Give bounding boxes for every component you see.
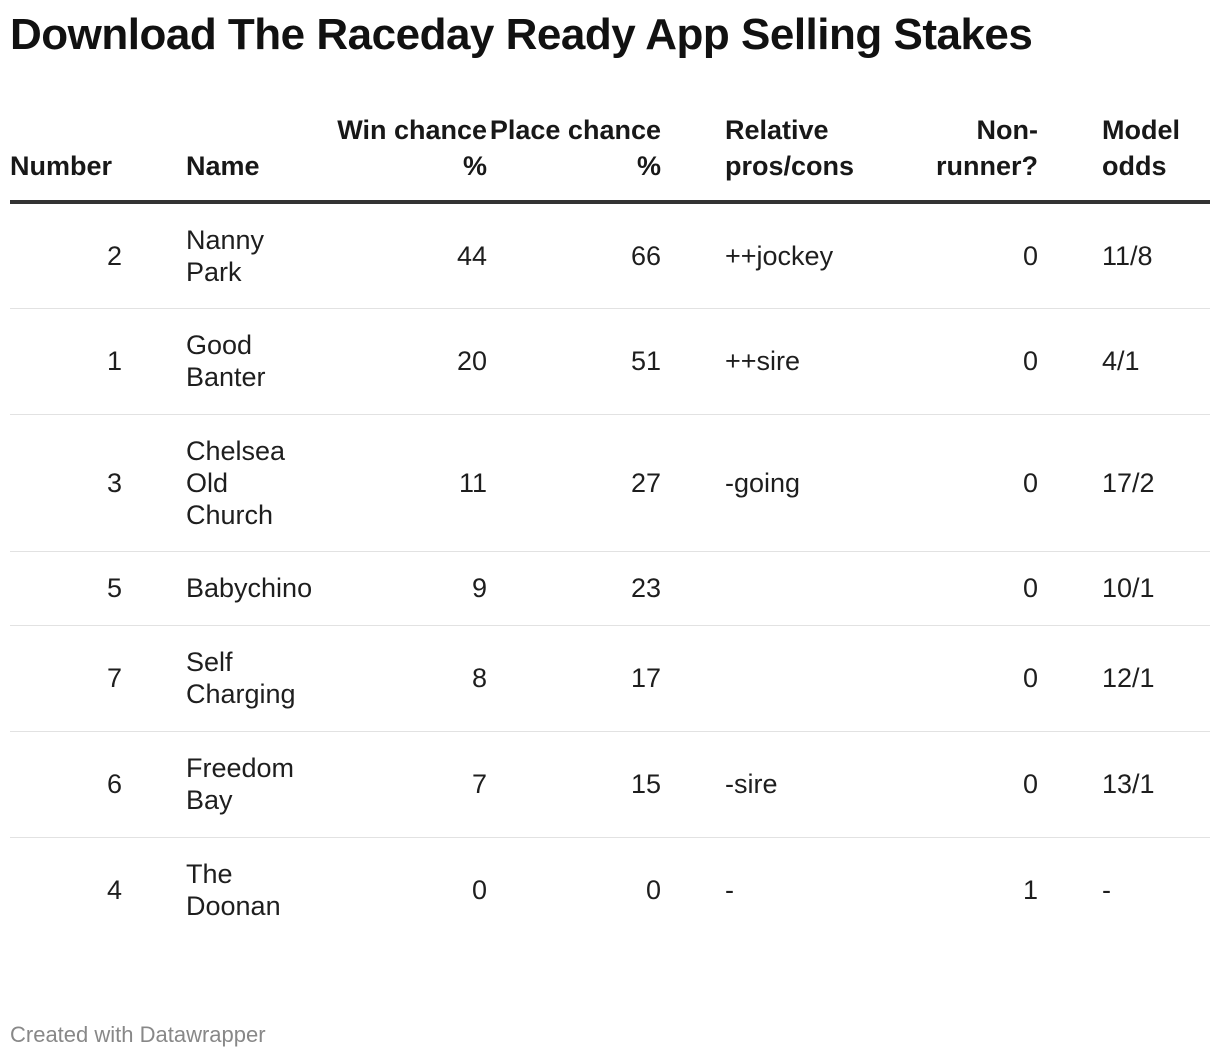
cell-spacer [661, 308, 725, 415]
cell-spacer [122, 731, 186, 838]
header-row: Number Name Win chance % Place chance % … [10, 112, 1210, 204]
cell-pros-cons: ++jockey [725, 202, 925, 309]
cell-pros-cons: ++sire [725, 308, 925, 415]
cell-model-odds: 13/1 [1102, 731, 1210, 838]
cell-number: 6 [10, 731, 122, 838]
cell-spacer [122, 308, 186, 415]
cell-number: 1 [10, 308, 122, 415]
cell-win-chance: 7 [321, 731, 487, 838]
cell-non-runner: 0 [925, 625, 1038, 732]
chart-title: Download The Raceday Ready App Selling S… [10, 10, 1033, 59]
cell-number: 4 [106, 875, 122, 906]
cell-non-runner: 0 [925, 202, 1038, 309]
cell-name: Good Banter [186, 308, 321, 415]
cell-spacer [122, 837, 186, 943]
cell-place-chance: 0 [645, 875, 661, 906]
cell-win-chance: 9 [321, 551, 487, 626]
cell-number: 2 [10, 202, 122, 309]
attribution: Created with Datawrapper [10, 1022, 266, 1047]
cell-name: Freedom Bay [186, 731, 321, 838]
cell-spacer [122, 551, 186, 626]
cell-spacer [661, 551, 725, 626]
column-header-name[interactable]: Name [186, 112, 321, 204]
cell-name: Nanny Park [186, 202, 321, 309]
cell-non-runner: 1 [1022, 875, 1038, 906]
cell-win-chance: 44 [321, 202, 487, 309]
table-row: 4 The Doonan 0 0 - 1 - [10, 837, 1210, 943]
cell-pros-cons: -going [725, 414, 925, 552]
cell-name: Babychino [186, 551, 321, 626]
cell-spacer [122, 414, 186, 552]
cell-non-runner: 0 [925, 551, 1038, 626]
cell-spacer [1038, 731, 1102, 838]
cell-model-odds: 10/1 [1102, 551, 1210, 626]
cell-spacer [1038, 202, 1102, 309]
cell-place-chance: 23 [487, 551, 661, 626]
cell-non-runner: 0 [925, 731, 1038, 838]
column-spacer [122, 112, 186, 204]
runners-table: Number Name Win chance % Place chance % … [10, 112, 1210, 943]
cell-place-chance: 66 [487, 202, 661, 309]
cell-spacer [661, 731, 725, 838]
cell-model-odds: 4/1 [1102, 308, 1210, 415]
cell-non-runner: 0 [925, 414, 1038, 552]
column-header-number[interactable]: Number [10, 112, 122, 204]
cell-model-odds: - [1102, 875, 1111, 906]
column-header-pros-cons[interactable]: Relative pros/cons [725, 112, 925, 204]
table-row: 5 Babychino 9 23 0 10/1 [10, 551, 1210, 626]
cell-name: The Doonan [186, 859, 281, 922]
column-header-win-chance[interactable]: Win chance % [321, 112, 487, 204]
cell-model-odds: 17/2 [1102, 414, 1210, 552]
cell-name: Chelsea Old Church [186, 414, 321, 552]
cell-pros-cons: - [725, 875, 734, 906]
cell-spacer [122, 202, 186, 309]
table-row: 6 Freedom Bay 7 15 -sire 0 13/1 [10, 731, 1210, 838]
cell-pros-cons: -sire [725, 731, 925, 838]
cell-number: 5 [10, 551, 122, 626]
table-row: 7 Self Charging 8 17 0 12/1 [10, 625, 1210, 732]
cell-spacer [661, 414, 725, 552]
cell-win-chance: 8 [321, 625, 487, 732]
table-row: 1 Good Banter 20 51 ++sire 0 4/1 [10, 308, 1210, 415]
cell-spacer [661, 202, 725, 309]
cell-pros-cons [725, 625, 925, 732]
table-body: 2 Nanny Park 44 66 ++jockey 0 11/8 1 Good Banter… [10, 202, 1210, 943]
cell-model-odds: 12/1 [1102, 625, 1210, 732]
cell-non-runner: 0 [925, 308, 1038, 415]
cell-name: Self Charging [186, 625, 321, 732]
cell-win-chance: 0 [471, 875, 487, 906]
column-spacer [1038, 112, 1102, 204]
cell-win-chance: 20 [321, 308, 487, 415]
table-row: 3 Chelsea Old Church 11 27 -going 0 17/2 [10, 414, 1210, 552]
cell-place-chance: 51 [487, 308, 661, 415]
cell-spacer [1038, 625, 1102, 732]
cell-spacer [122, 625, 186, 732]
cell-place-chance: 27 [487, 414, 661, 552]
cell-spacer [661, 625, 725, 732]
cell-place-chance: 15 [487, 731, 661, 838]
cell-model-odds: 11/8 [1102, 202, 1210, 309]
cell-spacer [1038, 837, 1102, 943]
cell-spacer [661, 837, 725, 943]
table-row: 2 Nanny Park 44 66 ++jockey 0 11/8 [10, 202, 1210, 309]
column-header-place-chance[interactable]: Place chance % [487, 112, 661, 204]
column-spacer [661, 112, 725, 204]
column-header-non-runner[interactable]: Non-runner? [925, 112, 1038, 204]
cell-place-chance: 17 [487, 625, 661, 732]
cell-number: 3 [10, 414, 122, 552]
cell-spacer [1038, 308, 1102, 415]
cell-pros-cons [725, 551, 925, 626]
cell-spacer [1038, 414, 1102, 552]
cell-win-chance: 11 [321, 414, 487, 552]
cell-number: 7 [10, 625, 122, 732]
column-header-model-odds[interactable]: Model odds [1102, 112, 1210, 204]
cell-spacer [1038, 551, 1102, 626]
